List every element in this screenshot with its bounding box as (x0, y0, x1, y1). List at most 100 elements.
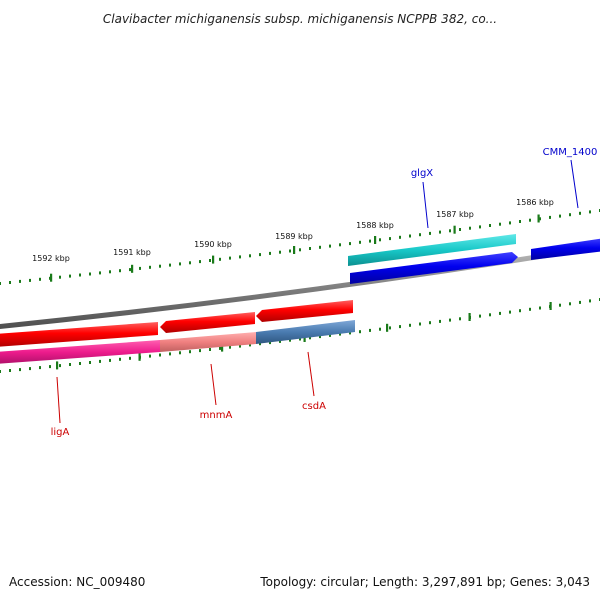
outer-tick-track (0, 209, 600, 285)
gene-red-arrow-2[interactable] (160, 312, 255, 333)
inner-minor-tick (279, 339, 281, 343)
outer-major-tick (293, 246, 296, 254)
tick-label-1588: 1588 kbp (356, 221, 394, 230)
gene-glgX-arrow[interactable] (348, 234, 516, 266)
outer-major-tick (537, 214, 540, 223)
inner-minor-tick (269, 341, 271, 345)
gene-label-ligA[interactable]: ligA (51, 427, 70, 438)
inner-minor-tick (59, 364, 61, 368)
inner-minor-tick (249, 343, 251, 347)
outer-minor-tick (379, 238, 381, 242)
outer-minor-tick (389, 237, 391, 241)
inner-major-tick (138, 352, 141, 361)
outer-minor-tick (579, 211, 581, 215)
inner-minor-tick (329, 333, 331, 337)
inner-minor-tick (69, 363, 71, 366)
tick-label-1586: 1586 kbp (516, 198, 554, 207)
inner-minor-tick (339, 332, 341, 336)
inner-minor-tick (209, 348, 211, 351)
inner-minor-tick (389, 326, 391, 330)
tick-labels: 1592 kbp 1591 kbp 1590 kbp 1589 kbp 1588… (32, 198, 554, 263)
tick-label-1591: 1591 kbp (113, 248, 151, 257)
inner-minor-tick (29, 367, 31, 371)
outer-minor-tick (369, 239, 371, 243)
outer-minor-tick (279, 250, 281, 254)
inner-minor-tick (509, 310, 511, 314)
CMM_1400-leader-line (570, 159, 579, 209)
outer-minor-tick (539, 217, 541, 221)
outer-minor-tick (159, 264, 161, 268)
outer-minor-tick (529, 218, 531, 222)
outer-minor-tick (329, 244, 331, 248)
mnmA-leader-line (210, 363, 217, 406)
inner-minor-tick (369, 328, 371, 332)
outer-minor-tick (189, 261, 191, 265)
outer-minor-tick (289, 249, 291, 253)
csdA-leader-line (307, 351, 315, 397)
gene-red-arrow-1[interactable] (0, 322, 158, 347)
outer-minor-tick (589, 210, 591, 214)
outer-minor-tick (29, 278, 31, 282)
gene-label-csdA[interactable]: csdA (302, 401, 326, 412)
outer-minor-tick (19, 279, 21, 283)
gene-label-glgX[interactable]: glgX (411, 168, 433, 179)
outer-minor-tick (219, 257, 221, 261)
tick-label-1590: 1590 kbp (194, 240, 232, 249)
outer-minor-tick (149, 265, 151, 269)
inner-minor-tick (559, 303, 561, 307)
outer-minor-tick (79, 273, 81, 277)
inner-minor-tick (439, 319, 441, 323)
inner-minor-tick (519, 309, 521, 313)
outer-major-tick (453, 225, 456, 234)
inner-minor-tick (539, 306, 541, 310)
gene-label-CMM_1400[interactable]: CMM_1400 (543, 147, 598, 158)
outer-minor-tick (259, 253, 261, 257)
glgX-leader-line (422, 181, 429, 229)
outer-minor-tick (499, 222, 501, 226)
outer-minor-tick (139, 266, 141, 270)
inner-minor-tick (9, 369, 11, 372)
gene-blue-arrow[interactable] (350, 252, 518, 284)
outer-minor-tick (569, 213, 571, 217)
ligA-leader-line (56, 376, 61, 424)
gene-mnmA-feature[interactable] (160, 332, 256, 352)
inner-major-tick (549, 302, 552, 310)
outer-major-tick (50, 273, 53, 282)
outer-minor-tick (209, 259, 211, 262)
tick-label-1589: 1589 kbp (275, 232, 313, 241)
inner-minor-tick (129, 356, 131, 360)
gene-ligA-feature[interactable] (0, 340, 160, 364)
inner-minor-tick (409, 323, 411, 327)
outer-minor-tick (199, 260, 201, 264)
outer-minor-tick (109, 270, 111, 274)
gene-red-arrow-3[interactable] (256, 300, 353, 322)
outer-minor-tick (509, 221, 511, 225)
outer-minor-tick (339, 243, 341, 247)
inner-minor-tick (319, 335, 321, 339)
outer-minor-tick (449, 229, 451, 233)
inner-minor-tick (589, 299, 591, 303)
gene-csdA-feature[interactable] (256, 320, 355, 344)
inner-major-tick (468, 313, 471, 321)
outer-minor-tick (129, 268, 131, 272)
tick-label-1587: 1587 kbp (436, 210, 474, 219)
tick-label-1592: 1592 kbp (32, 254, 70, 263)
outer-minor-tick (319, 245, 321, 249)
outer-minor-tick (489, 224, 491, 227)
inner-major-tick (221, 343, 224, 352)
outer-minor-tick (99, 271, 101, 275)
inner-minor-tick (299, 337, 301, 341)
gene-CMM_1400-arrow[interactable] (531, 238, 600, 260)
outer-minor-tick (469, 226, 471, 230)
inner-minor-tick (99, 359, 101, 363)
outer-minor-tick (179, 262, 181, 266)
accession-text: Accession: NC_009480 (9, 575, 146, 589)
outer-minor-tick (559, 214, 561, 218)
inner-minor-tick (419, 322, 421, 326)
gene-label-mnmA[interactable]: mnmA (200, 410, 233, 421)
inner-minor-tick (89, 361, 91, 364)
inner-minor-tick (499, 311, 501, 315)
outer-minor-tick (459, 228, 461, 231)
map-title: Clavibacter michiganensis subsp. michiga… (103, 12, 497, 26)
outer-minor-tick (309, 247, 311, 250)
